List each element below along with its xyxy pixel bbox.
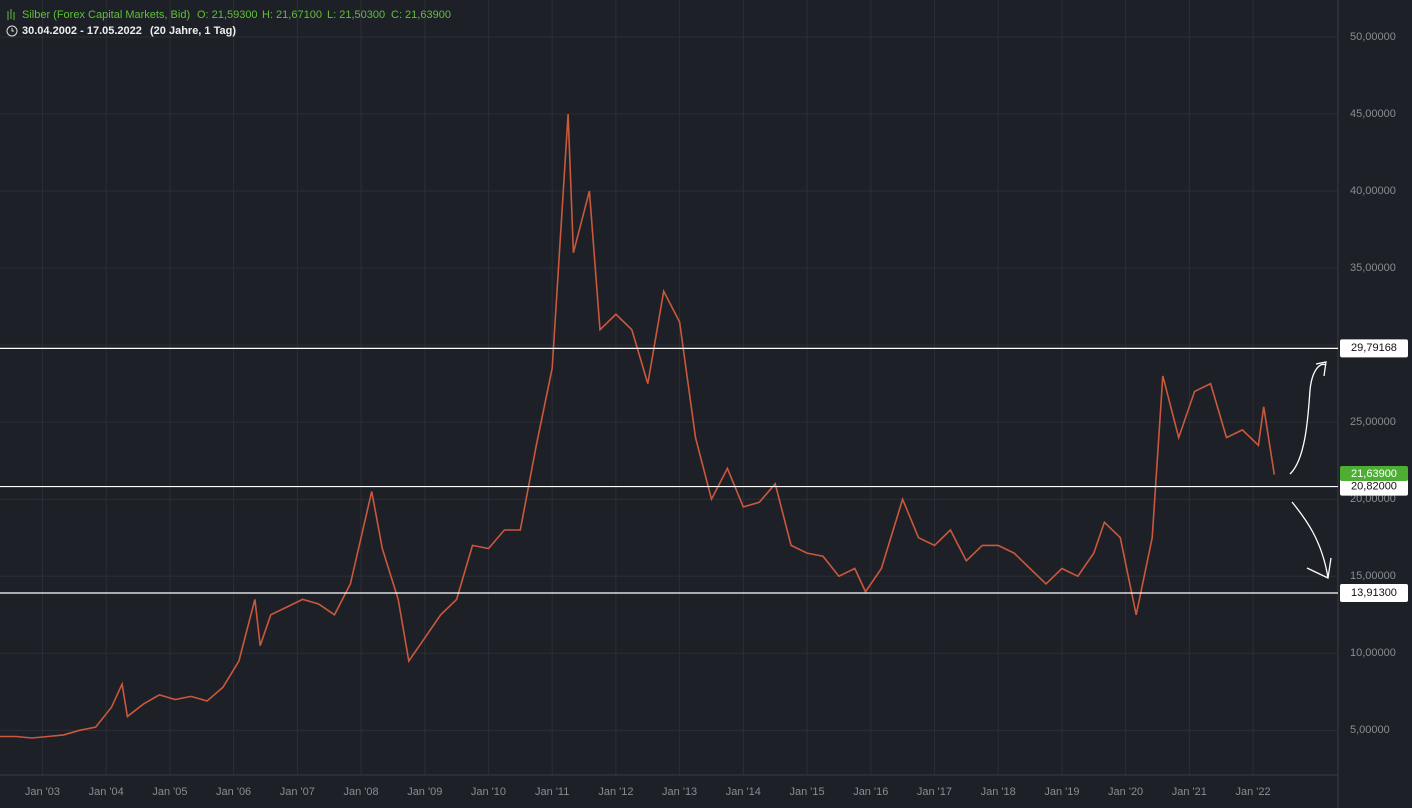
x-tick-label: Jan '21 <box>1172 786 1207 798</box>
y-tick-label: 45,00000 <box>1350 108 1396 120</box>
price-line <box>0 113 1276 739</box>
y-tick-label: 35,00000 <box>1350 262 1396 274</box>
period: 30.04.2002 - 17.05.2022 <box>22 25 142 37</box>
level-label: 29,79168 <box>1351 342 1397 354</box>
last-price-tag <box>1340 465 1408 481</box>
x-tick-label: Jan '05 <box>152 786 187 798</box>
arrow-down <box>1291 501 1332 579</box>
level-tag <box>1340 477 1408 496</box>
x-tick-label: Jan '03 <box>25 786 60 798</box>
x-tick-label: Jan '16 <box>853 786 888 798</box>
x-tick-label: Jan '04 <box>89 786 124 798</box>
grid <box>0 0 1338 775</box>
last-price-label: 21,63900 <box>1351 468 1397 480</box>
level-label: 20,82000 <box>1351 480 1397 492</box>
x-tick-label: Jan '19 <box>1044 786 1079 798</box>
level-tag <box>1340 339 1408 358</box>
y-tick-label: 25,00000 <box>1350 416 1396 428</box>
x-tick-label: Jan '08 <box>343 786 378 798</box>
x-tick-label: Jan '11 <box>535 786 569 798</box>
y-tick-label: 40,00000 <box>1350 185 1396 197</box>
x-tick-label: Jan '17 <box>917 786 952 798</box>
x-tick-label: Jan '12 <box>598 786 633 798</box>
clock-hands <box>11 28 14 32</box>
y-tick-label: 15,00000 <box>1350 570 1396 582</box>
title: Silber (Forex Capital Markets, Bid) <box>22 9 190 21</box>
arrow-up <box>1289 361 1327 475</box>
duration: (20 Jahre, 1 Tag) <box>150 25 236 37</box>
x-tick-label: Jan '20 <box>1108 786 1143 798</box>
x-tick-label: Jan '15 <box>789 786 824 798</box>
level-label: 13,91300 <box>1351 587 1397 599</box>
close: C: 21,63900 <box>391 9 451 21</box>
y-tick-label: 5,00000 <box>1350 724 1390 736</box>
low: L: 21,50300 <box>327 9 385 21</box>
x-tick-label: Jan '18 <box>981 786 1016 798</box>
x-tick-label: Jan '09 <box>407 786 442 798</box>
x-tick-label: Jan '22 <box>1235 786 1270 798</box>
x-tick-label: Jan '10 <box>471 786 506 798</box>
level-tag <box>1340 583 1408 602</box>
y-tick-label: 50,00000 <box>1350 31 1396 43</box>
y-tick-label: 10,00000 <box>1350 647 1396 659</box>
x-tick-label: Jan '07 <box>280 786 315 798</box>
y-tick-label: 20,00000 <box>1350 493 1396 505</box>
legend-header: Silber (Forex Capital Markets, Bid) O: 2… <box>6 9 451 37</box>
high: H: 21,67100 <box>262 9 322 21</box>
clock-icon <box>6 25 18 37</box>
x-tick-label: Jan '14 <box>726 786 761 798</box>
series-icon <box>7 9 15 20</box>
x-tick-label: Jan '13 <box>662 786 697 798</box>
open: O: 21,59300 <box>197 9 258 21</box>
x-tick-label: Jan '06 <box>216 786 251 798</box>
